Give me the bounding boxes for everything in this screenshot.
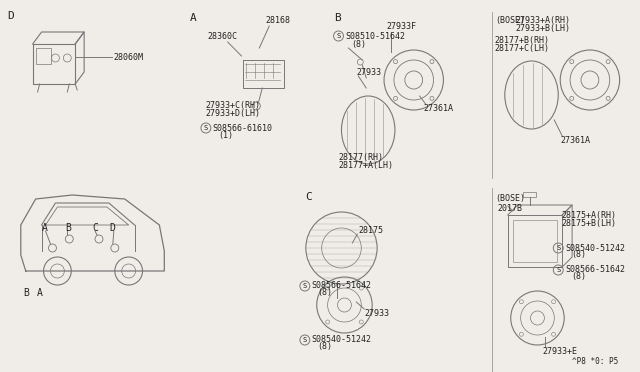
Text: (BOSE): (BOSE) [495, 16, 525, 25]
Text: B: B [23, 288, 29, 298]
Bar [513, 220, 557, 262]
Text: 27933+E: 27933+E [543, 347, 577, 356]
Bar [523, 192, 536, 197]
Text: S08566-61610: S08566-61610 [213, 124, 273, 132]
Text: S08540-51242: S08540-51242 [565, 244, 625, 253]
Text: 27933+D(LH): 27933+D(LH) [206, 109, 261, 118]
Text: S08566-51642: S08566-51642 [312, 282, 372, 291]
Text: S: S [204, 125, 208, 131]
Text: 28168: 28168 [265, 16, 291, 25]
Text: (BOSE): (BOSE) [495, 193, 525, 202]
Text: 27933F: 27933F [386, 22, 416, 31]
Text: 27361A: 27361A [424, 103, 454, 112]
Text: B: B [335, 13, 341, 23]
Text: 2017B: 2017B [498, 203, 523, 212]
Text: (8): (8) [571, 250, 586, 260]
Text: (1): (1) [219, 131, 234, 140]
Text: D: D [110, 223, 116, 233]
Text: ^P8 *0: P5: ^P8 *0: P5 [572, 357, 618, 366]
Text: C: C [305, 192, 312, 202]
Text: 27933: 27933 [356, 67, 381, 77]
Text: A: A [36, 288, 42, 298]
Text: 28177+A(LH): 28177+A(LH) [339, 160, 394, 170]
Text: S08540-51242: S08540-51242 [312, 336, 372, 344]
Text: (8): (8) [317, 289, 333, 298]
Text: 28177+B(RH): 28177+B(RH) [495, 35, 550, 45]
Text: A: A [42, 223, 47, 233]
Text: D: D [7, 11, 13, 21]
Text: 28360C: 28360C [208, 32, 238, 41]
Text: 27933+C(RH): 27933+C(RH) [206, 100, 261, 109]
Text: (8): (8) [571, 273, 586, 282]
Text: 27933+A(RH): 27933+A(RH) [516, 16, 571, 25]
Text: 27933: 27933 [364, 308, 389, 317]
Text: S08566-51642: S08566-51642 [565, 266, 625, 275]
Text: 28060M: 28060M [114, 52, 144, 61]
Text: 27361A: 27361A [560, 135, 590, 144]
Text: S: S [303, 283, 307, 289]
Text: S: S [337, 33, 340, 39]
Text: (8): (8) [317, 343, 333, 352]
Text: C: C [92, 223, 98, 233]
Text: A: A [190, 13, 196, 23]
Bar [36, 48, 51, 64]
Text: B: B [65, 223, 71, 233]
Text: S08510-51642: S08510-51642 [346, 32, 406, 41]
Text: (8): (8) [351, 39, 366, 48]
Text: S: S [556, 267, 561, 273]
Text: 28175+B(LH): 28175+B(LH) [561, 218, 616, 228]
Text: 28175+A(RH): 28175+A(RH) [561, 211, 616, 219]
Text: 28177+C(LH): 28177+C(LH) [495, 44, 550, 52]
Text: 28175: 28175 [358, 225, 383, 234]
Text: 28177(RH): 28177(RH) [339, 153, 383, 161]
Text: 27933+B(LH): 27933+B(LH) [516, 23, 571, 32]
Text: S: S [556, 245, 561, 251]
Text: S: S [303, 337, 307, 343]
